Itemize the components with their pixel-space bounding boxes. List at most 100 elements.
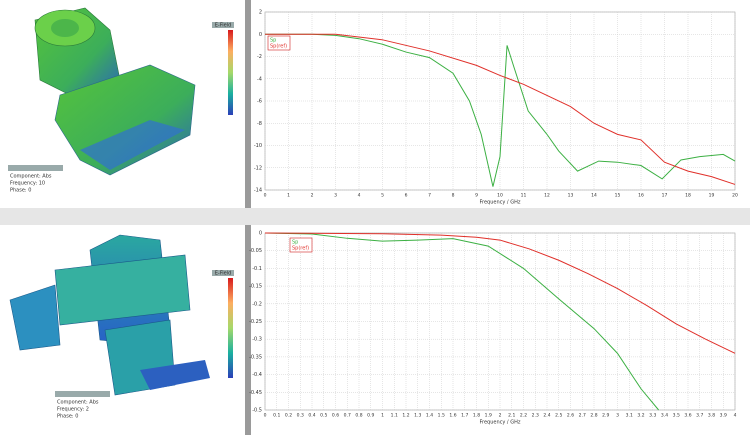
y-tick-label: -10: [254, 143, 262, 149]
y-tick-label: -2: [257, 54, 262, 60]
x-tick-label: 4: [734, 413, 737, 419]
x-tick-label: 1: [287, 193, 290, 199]
y-tick-label: 0: [259, 231, 262, 237]
x-tick-label: 3.4: [661, 413, 668, 419]
x-tick-label: 1.6: [449, 413, 456, 419]
colorbar: [228, 30, 233, 115]
y-tick-label: -0.1: [252, 266, 262, 272]
legend: [289, 237, 313, 253]
y-tick-label: 0: [259, 32, 262, 38]
y-tick-label: -0.05: [249, 248, 262, 254]
info-box: Component: Abs Frequency: 2 Phase: 0: [55, 391, 110, 420]
y-tick-label: -12: [254, 165, 262, 171]
x-tick-label: 8: [452, 193, 455, 199]
x-tick-label: 1.8: [473, 413, 480, 419]
y-tick-label: -0.35: [249, 354, 262, 360]
info-line: Phase: 0: [57, 414, 78, 420]
y-tick-label: -4: [257, 76, 262, 82]
series-line: [265, 33, 736, 185]
x-tick-label: 2.4: [543, 413, 550, 419]
x-tick-label: 3.1: [626, 413, 633, 419]
x-tick-label: 1.5: [438, 413, 445, 419]
x-tick-label: 6: [405, 193, 408, 199]
series-line: [264, 232, 660, 411]
x-tick-label: 2.2: [520, 413, 527, 419]
info-line: Frequency: 2: [57, 407, 89, 413]
divider: [0, 208, 750, 225]
x-tick-label: 0.4: [308, 413, 315, 419]
splitter: [245, 0, 251, 208]
y-tick-label: -0.5: [252, 408, 262, 414]
x-tick-label: 15: [615, 193, 621, 199]
x-tick-label: 0.7: [344, 413, 351, 419]
y-tick-label: -0.3: [252, 337, 262, 343]
x-tick-label: 9: [475, 193, 478, 199]
x-tick-label: 0.3: [297, 413, 304, 419]
x-tick-label: 3.6: [684, 413, 691, 419]
x-tick-label: 11: [521, 193, 527, 199]
colorbar-title: E-Field: [215, 23, 232, 29]
x-tick-label: 2: [311, 193, 314, 199]
y-tick-label: -0.2: [252, 301, 262, 307]
x-tick-label: 1.3: [414, 413, 421, 419]
x-tick-label: 3.8: [708, 413, 715, 419]
legend-label: Sp(ref): [292, 246, 309, 252]
y-tick-label: -8: [257, 121, 262, 127]
colorbar-header: [212, 22, 234, 28]
x-tick-label: 2.6: [567, 413, 574, 419]
x-tick-label: 0.2: [285, 413, 292, 419]
x-tick-label: 0.9: [367, 413, 374, 419]
x-tick-label: 0: [264, 413, 267, 419]
model-view: [34, 7, 196, 176]
x-tick-label: 0.1: [273, 413, 280, 419]
y-tick-label: 2: [259, 10, 262, 16]
x-tick-label: 1.1: [391, 413, 398, 419]
x-tick-label: 2.9: [602, 413, 609, 419]
info-line: Component: Abs: [10, 174, 52, 180]
legend: [267, 35, 291, 51]
x-tick-label: 18: [685, 193, 691, 199]
x-tick-label: 2: [499, 413, 502, 419]
x-tick-label: 14: [591, 193, 597, 199]
x-tick-label: 3.3: [649, 413, 656, 419]
info-line: Component: Abs: [57, 400, 99, 406]
x-tick-label: 0.8: [355, 413, 362, 419]
x-tick-label: 13: [568, 193, 574, 199]
x-tick-label: 0: [264, 193, 267, 199]
colorbar: [228, 278, 233, 378]
x-tick-label: 3.9: [720, 413, 727, 419]
x-tick-label: 20: [732, 193, 738, 199]
x-tick-label: 3.7: [696, 413, 703, 419]
x-tick-label: 1.9: [485, 413, 492, 419]
x-axis-label: Frequency / GHz: [480, 420, 521, 426]
x-tick-label: 0.5: [320, 413, 327, 419]
x-tick-label: 1.7: [461, 413, 468, 419]
info-line: Frequency: 10: [10, 181, 45, 187]
y-tick-label: -0.45: [249, 390, 262, 396]
x-tick-label: 4: [358, 193, 361, 199]
y-tick-label: -6: [257, 99, 262, 105]
x-axis-label: Frequency / GHz: [480, 200, 521, 206]
x-tick-label: 2.5: [555, 413, 562, 419]
x-tick-label: 3.5: [673, 413, 680, 419]
x-tick-label: 2.8: [590, 413, 597, 419]
x-tick-label: 3: [334, 193, 337, 199]
legend-label: Sp(ref): [270, 44, 287, 50]
x-tick-label: 1.2: [402, 413, 409, 419]
y-tick-label: -0.25: [249, 319, 262, 325]
x-tick-label: 2.7: [579, 413, 586, 419]
x-tick-label: 2.3: [532, 413, 539, 419]
colorbar-title: E-Field: [215, 271, 232, 277]
series-line: [264, 232, 736, 354]
info-line: Phase: 0: [10, 188, 31, 194]
legend-label: Sp: [270, 38, 276, 44]
x-tick-label: 1: [381, 413, 384, 419]
x-tick-label: 2.1: [508, 413, 515, 419]
legend-label: Sp: [292, 240, 298, 246]
x-tick-label: 3: [616, 413, 619, 419]
x-tick-label: 10: [497, 193, 503, 199]
x-tick-label: 7: [428, 193, 431, 199]
y-tick-label: -14: [254, 188, 262, 194]
x-tick-label: 17: [662, 193, 668, 199]
